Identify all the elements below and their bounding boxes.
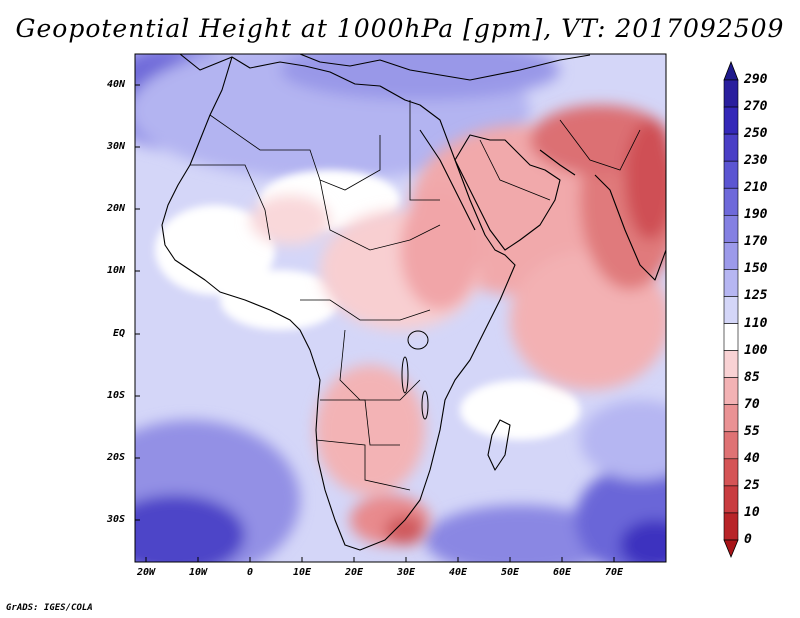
colorbar-segment bbox=[723, 160, 739, 189]
africa-coastline bbox=[161, 56, 516, 551]
persian-gulf bbox=[539, 149, 576, 176]
colorbar-label: 110 bbox=[744, 315, 768, 331]
colorbar-bottom-arrow bbox=[723, 539, 739, 559]
lon-label-0: 0 bbox=[246, 567, 254, 578]
lon-label-10e: 10E bbox=[292, 567, 312, 578]
border-2 bbox=[190, 164, 271, 241]
colorbar-label: 25 bbox=[744, 477, 760, 493]
colorbar-segment bbox=[723, 485, 739, 514]
colorbar-label: 0 bbox=[744, 532, 752, 547]
red-south-africa-core bbox=[385, 515, 425, 545]
colorbar bbox=[723, 60, 739, 559]
colorbar-label: 100 bbox=[744, 342, 768, 358]
madagascar-coastline bbox=[487, 419, 511, 471]
geopotential-field bbox=[135, 54, 666, 562]
colorbar-segment bbox=[723, 133, 739, 162]
colorbar-segments bbox=[723, 79, 739, 541]
lat-label-30s: 30S bbox=[107, 514, 126, 525]
border-9 bbox=[479, 139, 551, 201]
colorbar-segment bbox=[723, 512, 739, 541]
lon-label-20w: 20W bbox=[136, 567, 156, 578]
credit-text: GrADS: IGES/COLA bbox=[6, 603, 93, 613]
lat-label-10n: 10N bbox=[107, 265, 126, 276]
lon-label-30e: 30E bbox=[396, 567, 416, 578]
colorbar-segment bbox=[723, 269, 739, 297]
white-indian bbox=[460, 380, 580, 440]
colorbar-top-arrow bbox=[723, 60, 739, 81]
colorbar-segment bbox=[723, 296, 739, 324]
colorbar-segment bbox=[723, 214, 739, 243]
colorbar-segment bbox=[723, 79, 739, 108]
lat-label-20s: 20S bbox=[107, 452, 126, 463]
lon-label-50e: 50E bbox=[500, 567, 520, 578]
white-west-africa bbox=[155, 205, 275, 295]
red-sahel bbox=[250, 195, 330, 245]
coastlines bbox=[161, 54, 666, 551]
neutral-regions bbox=[155, 170, 580, 440]
colorbar-segment bbox=[723, 377, 739, 406]
lon-label-70e: 70E bbox=[604, 567, 624, 578]
lat-label-40n: 40N bbox=[107, 79, 126, 90]
colorbar-label: 55 bbox=[744, 423, 760, 439]
colorbar-label: 40 bbox=[744, 450, 760, 466]
country-borders bbox=[190, 100, 641, 491]
blob-indian-east bbox=[580, 400, 666, 480]
axis-ticks bbox=[135, 84, 615, 562]
arabia-coastline bbox=[454, 134, 561, 251]
white-gulf-guinea bbox=[220, 270, 340, 330]
lon-label-20e: 20E bbox=[344, 567, 364, 578]
red-east-africa bbox=[400, 190, 480, 310]
colorbar-label: 230 bbox=[744, 153, 768, 169]
colorbar-label: 190 bbox=[744, 207, 768, 223]
lat-label-eq: EQ bbox=[113, 328, 126, 339]
lon-label-40e: 40E bbox=[448, 567, 468, 578]
red-india-core bbox=[625, 120, 666, 240]
colorbar-segment bbox=[723, 323, 739, 351]
colorbar-label: 170 bbox=[744, 234, 768, 250]
blob-sw-atlantic-core bbox=[135, 495, 245, 562]
lake-tanganyika bbox=[401, 356, 409, 394]
lon-label-10w: 10W bbox=[188, 567, 208, 578]
lat-label-20n: 20N bbox=[107, 203, 126, 214]
border-3 bbox=[319, 179, 441, 251]
lat-label-30n: 30N bbox=[107, 141, 126, 152]
red-sea bbox=[419, 129, 476, 231]
lake-malawi bbox=[421, 390, 429, 420]
border-8 bbox=[315, 439, 411, 491]
map-frame bbox=[134, 53, 667, 563]
blob-se-ocean-core bbox=[620, 520, 666, 562]
colorbar-segment bbox=[723, 404, 739, 433]
colorbar-label: 150 bbox=[744, 261, 768, 277]
colorbar-segment bbox=[723, 187, 739, 216]
colorbar-label: 250 bbox=[744, 126, 768, 142]
lake-victoria bbox=[407, 330, 429, 350]
low-value-regions bbox=[250, 105, 666, 545]
colorbar-segment bbox=[723, 431, 739, 460]
colorbar-label: 290 bbox=[744, 72, 768, 87]
colorbar-segment bbox=[723, 458, 739, 487]
colorbar-label: 210 bbox=[744, 180, 768, 196]
chart-title: Geopotential Height at 1000hPa [gpm], VT… bbox=[15, 14, 785, 43]
border-7 bbox=[320, 399, 400, 446]
lat-label-10s: 10S bbox=[107, 390, 126, 401]
border-10 bbox=[559, 119, 641, 171]
colorbar-label: 85 bbox=[744, 369, 760, 385]
colorbar-label: 70 bbox=[744, 396, 760, 412]
blob-s-ocean-mid bbox=[425, 505, 615, 562]
colorbar-label: 10 bbox=[744, 504, 760, 520]
border-4 bbox=[409, 100, 440, 201]
high-value-regions bbox=[135, 54, 666, 562]
india-coastline bbox=[594, 170, 666, 281]
colorbar-label: 125 bbox=[744, 288, 768, 304]
lakes bbox=[401, 330, 429, 420]
colorbar-segment bbox=[723, 106, 739, 135]
colorbar-segment bbox=[723, 242, 739, 270]
colorbar-label: 270 bbox=[744, 99, 768, 115]
lon-label-60e: 60E bbox=[552, 567, 572, 578]
red-southern-africa bbox=[315, 365, 425, 495]
colorbar-segment bbox=[723, 350, 739, 378]
europe-coastline bbox=[179, 54, 591, 81]
border-5 bbox=[300, 299, 431, 321]
